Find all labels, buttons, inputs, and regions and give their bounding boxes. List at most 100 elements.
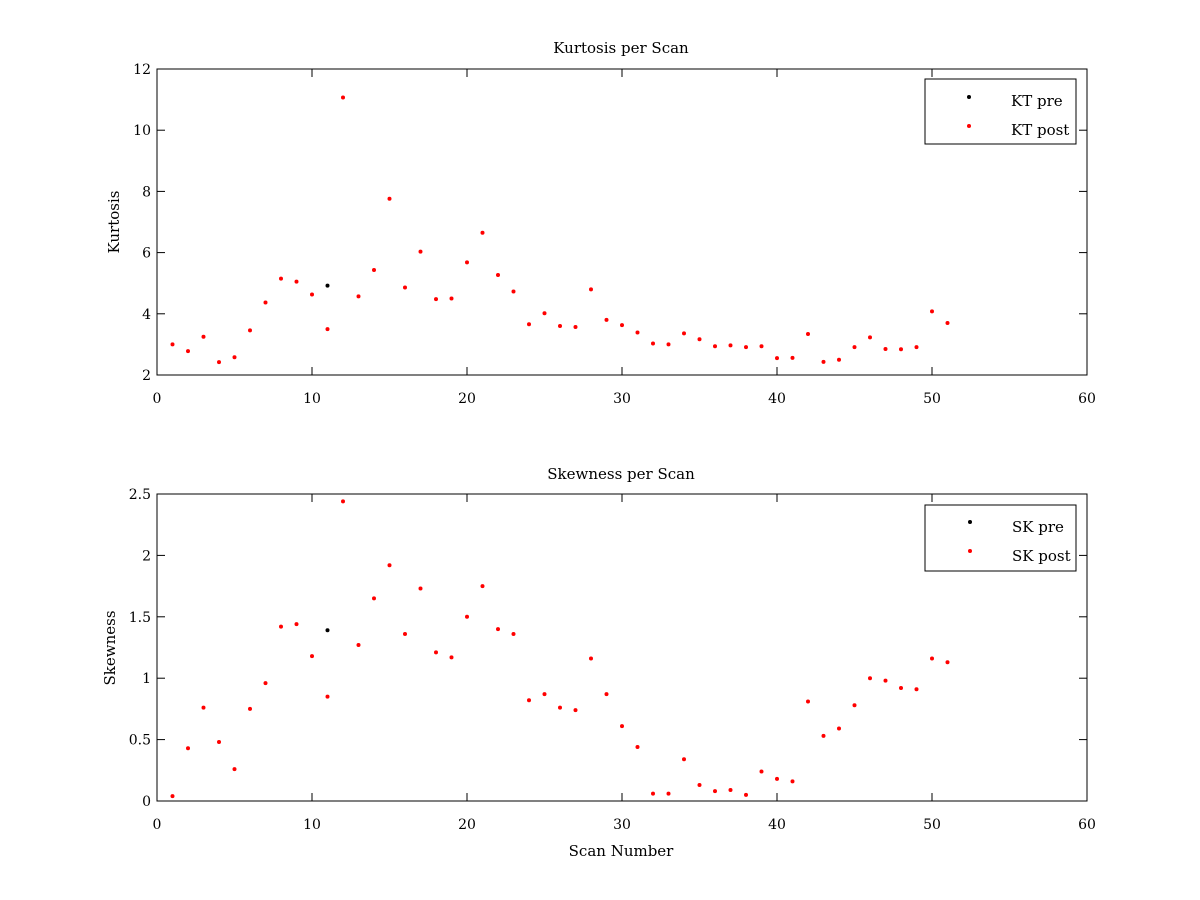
legend-label-sk-pre: SK pre <box>1012 518 1064 536</box>
data-point-sk-post <box>310 654 314 659</box>
x-tick-label: 0 <box>153 391 162 407</box>
data-point-sk-post <box>806 699 810 704</box>
data-point-sk-post <box>790 779 795 784</box>
y-tick-label: 12 <box>133 62 151 78</box>
legend-marker-kt-post <box>967 124 971 128</box>
data-point-sk-post <box>620 724 624 729</box>
data-point-sk-pre <box>325 628 330 633</box>
legend-label-kt-pre: KT pre <box>1011 92 1063 110</box>
legend-label-sk-post: SK post <box>1012 547 1071 565</box>
data-point-sk-post <box>542 692 547 697</box>
data-point-kt-post <box>945 320 950 325</box>
data-point-kt-post <box>434 297 438 302</box>
x-tick-label: 20 <box>458 391 476 407</box>
data-point-kt-post <box>914 345 919 350</box>
data-point-kt-post <box>279 276 283 281</box>
data-point-kt-post <box>852 345 857 350</box>
data-point-sk-post <box>651 791 655 796</box>
kurtosis-legend-box <box>924 78 1077 145</box>
y-tick-label: 1.5 <box>129 610 151 626</box>
data-point-sk-post <box>418 586 423 591</box>
skewness-xlabel: Scan Number <box>569 842 675 860</box>
data-point-sk-post <box>713 789 717 794</box>
data-point-kt-post <box>403 285 407 290</box>
data-point-sk-post <box>868 676 872 681</box>
data-point-kt-post <box>511 289 516 294</box>
data-point-kt-pre <box>325 283 330 288</box>
y-tick-label: 6 <box>142 246 151 262</box>
data-point-kt-post <box>620 323 624 328</box>
data-point-sk-post <box>232 767 237 772</box>
data-point-sk-post <box>279 624 283 629</box>
data-point-kt-post <box>527 322 531 327</box>
data-point-sk-post <box>775 776 779 781</box>
data-point-sk-post <box>356 643 361 648</box>
legend-marker-sk-post <box>968 549 972 553</box>
data-point-kt-post <box>759 344 764 349</box>
data-point-sk-post <box>635 744 640 749</box>
data-point-kt-post <box>542 311 547 316</box>
data-point-kt-post <box>217 360 221 365</box>
data-point-sk-post <box>527 698 531 703</box>
kurtosis-data-points <box>170 95 950 365</box>
data-point-sk-post <box>744 792 748 797</box>
data-point-kt-post <box>480 230 485 235</box>
data-point-sk-post <box>821 733 826 738</box>
kurtosis-tick-labels: 0 10 20 30 40 50 60 2 4 6 8 10 12 <box>133 62 1096 407</box>
data-point-kt-post <box>170 342 175 347</box>
data-point-kt-post <box>294 279 299 284</box>
x-tick-label: 60 <box>1078 817 1096 833</box>
data-point-kt-post <box>356 294 361 299</box>
skewness-ticks <box>156 493 1088 802</box>
data-point-sk-post <box>604 692 609 697</box>
data-point-kt-post <box>728 343 733 348</box>
x-tick-label: 50 <box>923 817 941 833</box>
data-point-sk-post <box>511 631 516 636</box>
skewness-title: Skewness per Scan <box>547 465 695 483</box>
data-point-kt-post <box>310 292 314 297</box>
data-point-sk-post <box>496 627 500 632</box>
data-point-sk-post <box>883 678 888 683</box>
data-point-sk-post <box>759 769 764 774</box>
data-point-sk-post <box>263 681 268 686</box>
y-tick-label: 0 <box>142 794 151 810</box>
data-point-sk-post <box>325 694 330 699</box>
data-point-sk-post <box>728 787 733 792</box>
data-point-kt-post <box>573 324 578 329</box>
data-point-kt-post <box>682 331 686 336</box>
data-point-sk-post <box>186 746 190 751</box>
x-tick-label: 30 <box>613 391 631 407</box>
data-point-kt-post <box>449 296 454 301</box>
data-point-sk-post <box>403 631 407 636</box>
y-tick-label: 2 <box>142 368 151 384</box>
x-tick-label: 20 <box>458 817 476 833</box>
kurtosis-legend: KT pre KT post <box>924 78 1077 145</box>
skewness-legend-box <box>924 504 1077 572</box>
data-point-kt-post <box>604 317 609 322</box>
y-tick-label: 10 <box>133 123 151 139</box>
x-tick-label: 50 <box>923 391 941 407</box>
data-point-kt-post <box>635 330 640 335</box>
data-point-sk-post <box>294 622 299 627</box>
skewness-data-points <box>170 499 950 799</box>
data-point-kt-post <box>263 300 268 305</box>
data-point-sk-post <box>589 656 593 661</box>
data-point-kt-post <box>465 260 469 265</box>
x-tick-label: 40 <box>768 817 786 833</box>
data-point-kt-post <box>713 344 717 349</box>
data-point-sk-post <box>170 794 175 799</box>
data-point-kt-post <box>775 356 779 361</box>
data-point-sk-post <box>837 726 841 731</box>
skewness-subplot: Skewness per Scan 0 10 20 30 40 50 60 0 0.5 1 1.5 2… <box>101 465 1096 860</box>
legend-label-kt-post: KT post <box>1011 121 1069 139</box>
data-point-kt-post <box>558 324 562 329</box>
data-point-sk-post <box>201 705 206 710</box>
data-point-sk-post <box>573 708 578 713</box>
data-point-sk-post <box>930 656 934 661</box>
data-point-kt-post <box>744 345 748 350</box>
data-point-kt-post <box>806 331 810 336</box>
data-point-sk-post <box>434 650 438 655</box>
data-point-sk-post <box>666 791 671 796</box>
data-point-sk-post <box>217 740 221 745</box>
kurtosis-ticks <box>156 68 1088 376</box>
